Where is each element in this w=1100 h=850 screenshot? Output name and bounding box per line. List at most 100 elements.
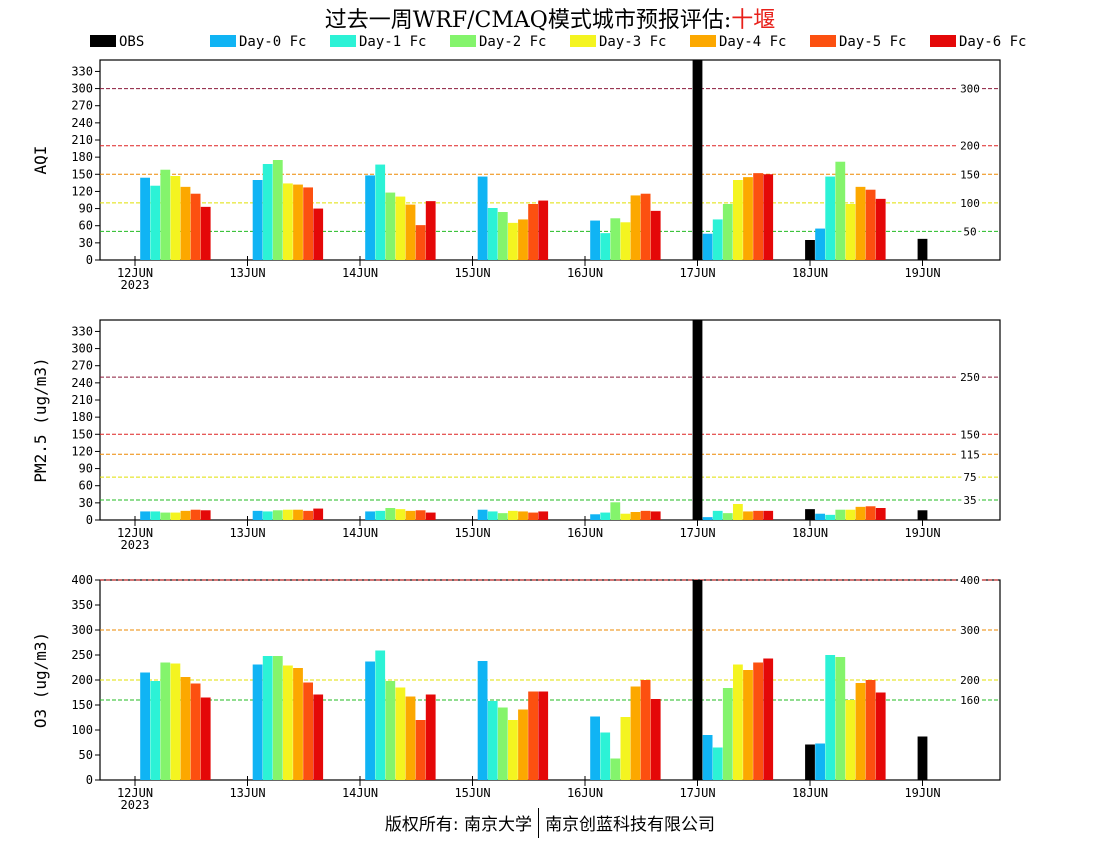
- pm2-5-bar-day-1-fc: [487, 511, 498, 520]
- aqi-bar-day-0-fc: [365, 175, 375, 260]
- o3-threshold-label-bg-160: [958, 694, 982, 706]
- aqi-bar-day-6-fc: [425, 201, 436, 260]
- aqi-xtick-label: 15JUN: [454, 266, 490, 280]
- aqi-bar-day-3-fc: [283, 183, 293, 260]
- o3-bar-day-6-fc: [313, 694, 324, 780]
- o3-bar-day-5-fc: [640, 680, 651, 780]
- o3-bar-day-2-fc: [610, 758, 621, 780]
- pm2-5-bar-day-5-fc: [640, 510, 651, 520]
- pm2-5-xtick-label: 2023: [121, 538, 150, 552]
- aqi-bar-day-1-fc: [375, 164, 386, 260]
- aqi-bar-day-5-fc: [640, 193, 651, 260]
- pm2-5-bar-day-1-fc: [262, 511, 273, 520]
- pm2-5-bar-day-6-fc: [763, 510, 774, 520]
- aqi-bar-day-2-fc: [497, 212, 508, 260]
- legend-swatch-day-5-fc: [810, 35, 836, 47]
- o3-bar-day-0-fc: [365, 661, 375, 780]
- pm2-5-bar-day-5-fc: [303, 510, 313, 520]
- o3-bar-day-1-fc: [825, 655, 836, 780]
- aqi-ytick-label: 210: [71, 133, 93, 147]
- aqi-bar-day-0-fc: [140, 177, 150, 260]
- pm2-5-bar-day-4-fc: [855, 506, 866, 520]
- o3-ytick-label: 150: [71, 698, 93, 712]
- aqi-bar-day-3-fc: [845, 204, 856, 260]
- pm2-5-ytick-label: 0: [86, 513, 93, 527]
- pm2-5-bar-day-2-fc: [272, 510, 283, 520]
- o3-bar-day-6-fc: [650, 699, 661, 780]
- pm2-5-bar-day-0-fc: [815, 513, 825, 520]
- aqi-bar-day-5-fc: [415, 225, 426, 260]
- aqi-bar-day-2-fc: [722, 204, 733, 260]
- aqi-xtick-label: 12JUN: [117, 266, 153, 280]
- legend-item-obs: OBS: [90, 34, 144, 54]
- aqi-threshold-label-bg-50: [961, 225, 979, 238]
- aqi-ytick-label: 90: [79, 202, 93, 216]
- pm2-5-xtick-label: 12JUN: [117, 526, 153, 540]
- pm2-5-bar-day-1-fc: [150, 511, 161, 520]
- aqi-bar-day-2-fc: [835, 161, 846, 260]
- o3-bar-day-0-fc: [815, 743, 825, 780]
- o3-bar-day-3-fc: [508, 720, 518, 780]
- legend-label-day-2-fc: Day-2 Fc: [479, 34, 547, 50]
- o3-xtick-label: 14JUN: [342, 786, 378, 800]
- pm2-5-ytick-label: 240: [71, 376, 93, 390]
- o3-bar-day-4-fc: [405, 696, 416, 780]
- o3-bar-day-1-fc: [262, 656, 273, 780]
- o3-threshold-label-300: 300: [960, 624, 980, 637]
- aqi-bar-day-0-fc: [477, 176, 488, 260]
- pm2-5-bar-day-6-fc: [425, 512, 436, 520]
- o3-bar-day-6-fc: [875, 692, 886, 780]
- pm2-5-xtick-label: 13JUN: [229, 526, 265, 540]
- legend-item-day-4-fc: Day-4 Fc: [690, 34, 786, 54]
- panel-o3: 160 200 300 400 0 50 100 150 200 250 300 350 400 O3 (…: [31, 573, 1001, 812]
- aqi-ytick-label: 150: [71, 167, 93, 181]
- pm2-5-bar-day-5-fc: [865, 506, 876, 520]
- o3-bar-day-4-fc: [180, 677, 191, 780]
- aqi-bar-day-1-fc: [487, 208, 498, 260]
- aqi-ytick-label: 0: [86, 253, 93, 267]
- pm2-5-bar-day-2-fc: [722, 513, 733, 520]
- pm2-5-xtick-label: 19JUN: [904, 526, 940, 540]
- pm2-5-plot-frame: [99, 319, 1001, 521]
- legend-swatch-day-6-fc: [930, 35, 956, 47]
- o3-bar-day-6-fc: [763, 658, 774, 780]
- o3-xtick-label: 13JUN: [229, 786, 265, 800]
- pm2-5-bar-day-2-fc: [835, 509, 846, 520]
- o3-bar-day-6-fc: [425, 694, 436, 780]
- o3-xtick-label: 12JUN: [117, 786, 153, 800]
- legend-swatch-day-0-fc: [210, 35, 236, 47]
- o3-bar-day-1-fc: [600, 732, 611, 780]
- o3-bar-obs: [917, 736, 928, 780]
- aqi-bar-day-4-fc: [855, 186, 866, 260]
- legend-label-day-6-fc: Day-6 Fc: [959, 34, 1027, 50]
- o3-bar-day-5-fc: [753, 662, 763, 780]
- aqi-bar-day-4-fc: [405, 204, 416, 260]
- pm2-5-bar-day-6-fc: [313, 508, 324, 520]
- legend-item-day-3-fc: Day-3 Fc: [570, 34, 666, 54]
- legend-swatch-day-3-fc: [570, 35, 596, 47]
- legend-item-day-6-fc: Day-6 Fc: [930, 34, 1026, 54]
- legend-swatch-day-1-fc: [330, 35, 356, 47]
- aqi-bar-day-4-fc: [743, 177, 753, 260]
- aqi-bar-day-5-fc: [528, 204, 538, 260]
- aqi-threshold-label-200: 200: [960, 140, 980, 153]
- aqi-ytick-label: 300: [71, 82, 93, 96]
- legend-label-day-0-fc: Day-0 Fc: [239, 34, 307, 50]
- o3-bar-day-6-fc: [200, 697, 211, 780]
- pm2-5-xtick-label: 14JUN: [342, 526, 378, 540]
- aqi-bar-day-2-fc: [272, 160, 283, 260]
- aqi-threshold-label-300: 300: [960, 83, 980, 96]
- o3-ytick-label: 350: [71, 598, 93, 612]
- o3-bar-day-2-fc: [835, 657, 846, 780]
- legend-item-day-5-fc: Day-5 Fc: [810, 34, 906, 54]
- pm2-5-xtick-label: 18JUN: [792, 526, 828, 540]
- o3-bar-day-4-fc: [293, 668, 303, 780]
- aqi-bar-day-4-fc: [630, 195, 641, 260]
- o3-bar-day-1-fc: [150, 681, 161, 780]
- pm2-5-ytick-label: 120: [71, 444, 93, 458]
- pm2-5-ytick-label: 30: [79, 496, 93, 510]
- pm2-5-bar-day-3-fc: [170, 512, 181, 520]
- page-title: 过去一周WRF/CMAQ模式城市预报评估:十堰: [0, 2, 1100, 34]
- legend-label-day-1-fc: Day-1 Fc: [359, 34, 427, 50]
- copyright-footer: 版权所有: 南京大学 南京创蓝科技有限公司: [0, 808, 1100, 838]
